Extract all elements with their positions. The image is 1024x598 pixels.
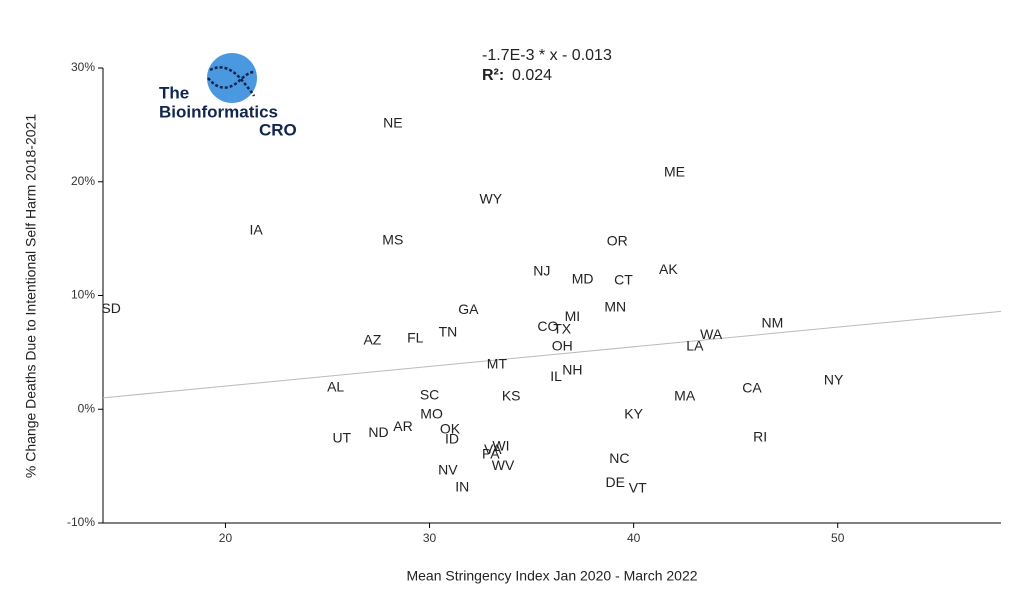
point-label: LA xyxy=(686,337,704,353)
point-label: IN xyxy=(455,478,469,494)
point-label: NE xyxy=(383,114,402,130)
point-label: OR xyxy=(607,233,628,249)
point-label: ID xyxy=(445,431,459,447)
point-label: TX xyxy=(553,320,572,336)
point-label: IA xyxy=(249,221,263,237)
point-label: PA xyxy=(482,445,500,461)
y-tick-label: 10% xyxy=(71,288,95,302)
y-axis-label: % Change Deaths Due to Intentional Self … xyxy=(23,114,39,478)
point-label: ME xyxy=(664,163,685,179)
point-label: MT xyxy=(487,356,508,372)
equation: -1.7E-3 * x - 0.013 xyxy=(482,47,612,64)
y-tick-label: 0% xyxy=(78,401,96,415)
point-label: NH xyxy=(562,361,582,377)
point-label: MD xyxy=(572,270,594,286)
trend-line xyxy=(102,310,1002,399)
point-label: NC xyxy=(609,450,629,466)
point-label: AK xyxy=(659,261,678,277)
point-label: NY xyxy=(824,372,844,388)
logo-text: Bioinformatics xyxy=(159,102,278,121)
point-label: NM xyxy=(762,315,784,331)
point-label: CT xyxy=(614,271,633,287)
point-label: IL xyxy=(550,368,562,384)
point-label: OH xyxy=(552,337,573,353)
logo-text: The xyxy=(159,83,189,102)
point-label: SC xyxy=(420,386,439,402)
point-label: KS xyxy=(502,387,521,403)
point-label: KY xyxy=(624,406,643,422)
point-label: GA xyxy=(458,301,479,317)
y-tick-label: -10% xyxy=(67,515,95,529)
point-label: SD xyxy=(101,300,120,316)
logo: The Bioinformatics CRO xyxy=(159,53,297,139)
point-label: VT xyxy=(629,480,647,496)
point-label: WV xyxy=(492,457,515,473)
y-tick-label: 20% xyxy=(71,174,95,188)
point-label: AL xyxy=(327,378,344,394)
point-label: OK xyxy=(440,420,461,436)
y-tick-label: 30% xyxy=(71,60,95,74)
point-label: RI xyxy=(753,428,767,444)
point-label: ND xyxy=(368,424,388,440)
point-label: NV xyxy=(438,461,458,477)
point-label: WI xyxy=(492,437,509,453)
point-label: WA xyxy=(700,326,723,342)
point-label: MI xyxy=(565,308,581,324)
x-axis-label: Mean Stringency Index Jan 2020 - March 2… xyxy=(406,568,697,584)
point-label: MS xyxy=(382,232,403,248)
point-label: UT xyxy=(332,430,351,446)
point-label: CO xyxy=(537,318,558,334)
point-label: DE xyxy=(606,474,625,490)
x-tick-label: 40 xyxy=(627,531,641,545)
point-label: CA xyxy=(742,379,762,395)
logo-helix xyxy=(207,66,256,97)
logo-text: CRO xyxy=(259,120,297,139)
point-label: TN xyxy=(439,324,458,340)
point-label: NJ xyxy=(533,262,550,278)
point-label: MN xyxy=(604,299,626,315)
r2-label: R²: xyxy=(482,67,504,84)
x-tick-label: 30 xyxy=(423,531,437,545)
point-label: MO xyxy=(420,406,443,422)
x-tick-label: 20 xyxy=(219,531,233,545)
logo-circle xyxy=(207,53,257,103)
x-tick-label: 50 xyxy=(831,531,845,545)
point-label: AR xyxy=(393,418,412,434)
r2-value: 0.024 xyxy=(512,67,552,84)
point-label: FL xyxy=(407,329,424,345)
point-label: WY xyxy=(479,191,502,207)
point-label: AZ xyxy=(363,332,381,348)
point-label: VA xyxy=(484,441,502,457)
point-label: MA xyxy=(674,387,696,403)
